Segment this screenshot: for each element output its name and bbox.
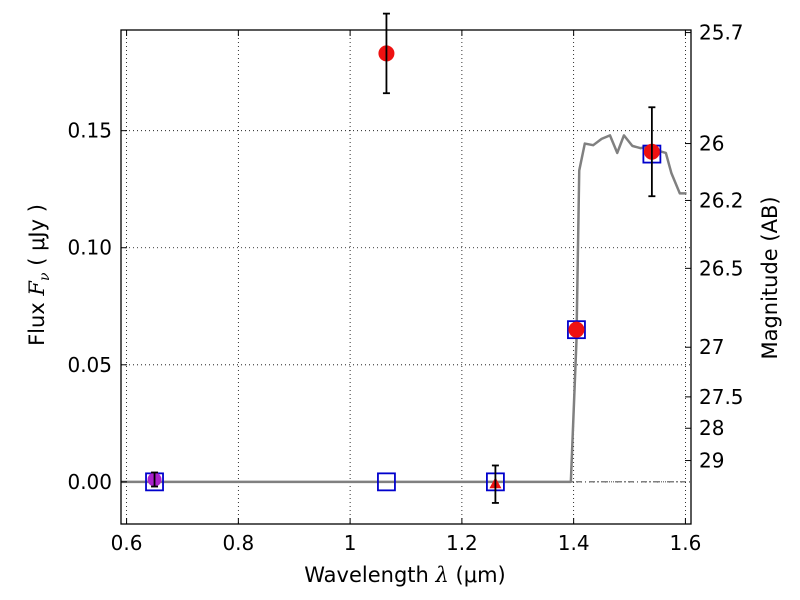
y2-tick-label: 26.2 — [699, 188, 744, 212]
error-bar — [151, 471, 159, 488]
y-axis-label-symbol: F — [25, 280, 49, 297]
x-tick-label: 1.2 — [446, 531, 478, 555]
x-axis-label-unit: (μm) — [456, 563, 506, 587]
y2-tick-label: 25.7 — [699, 21, 744, 45]
y-axis-label-prefix: Flux — [25, 302, 49, 346]
y2-tick-label: 26 — [699, 132, 724, 156]
y-tick-label: 0.10 — [67, 236, 112, 260]
model-sed-line — [121, 134, 687, 484]
y-axis-label-subscript: ν — [37, 272, 53, 281]
x-tick-label: 0.8 — [222, 531, 254, 555]
grid — [121, 30, 691, 524]
y-tick-label: 0.15 — [67, 119, 112, 143]
y2-tick-label: 29 — [699, 449, 724, 473]
x-axis-label: Wavelength λ (μm) — [304, 563, 505, 587]
y-tick-label: 0.05 — [67, 353, 112, 377]
detection-point — [568, 321, 585, 338]
x-tick-label: 1.6 — [670, 531, 702, 555]
x-axis-label-prefix: Wavelength — [304, 563, 429, 587]
error-bar — [382, 12, 390, 95]
y2-tick-label: 27 — [699, 335, 724, 359]
ticks: 0.6 0.8 1 1.2 1.4 1.6 0.00 0.05 0.10 0.15 25.7 26 26… — [67, 21, 743, 555]
x-axis-label-symbol: λ — [435, 563, 449, 587]
x-tick-label: 1.4 — [558, 531, 590, 555]
y-tick-label: 0.00 — [67, 470, 112, 494]
series — [121, 12, 687, 504]
y2-tick-label: 27.5 — [699, 385, 744, 409]
y-axis-label-unit: ( μJy ) — [25, 204, 49, 266]
x-tick-label: 0.6 — [111, 531, 143, 555]
model-photometry-square — [567, 320, 586, 340]
error-bar — [648, 106, 656, 198]
y2-tick-label: 26.5 — [699, 256, 744, 280]
plot-frame — [120, 29, 692, 525]
model-photometry-square — [377, 472, 396, 492]
error-bar — [491, 464, 499, 504]
y-axis-label: Flux Fν ( μJy ) — [25, 204, 54, 346]
y2-tick-label: 28 — [699, 416, 724, 440]
y2-axis-label: Magnitude (AB) — [758, 196, 782, 359]
x-tick-label: 1 — [344, 531, 357, 555]
